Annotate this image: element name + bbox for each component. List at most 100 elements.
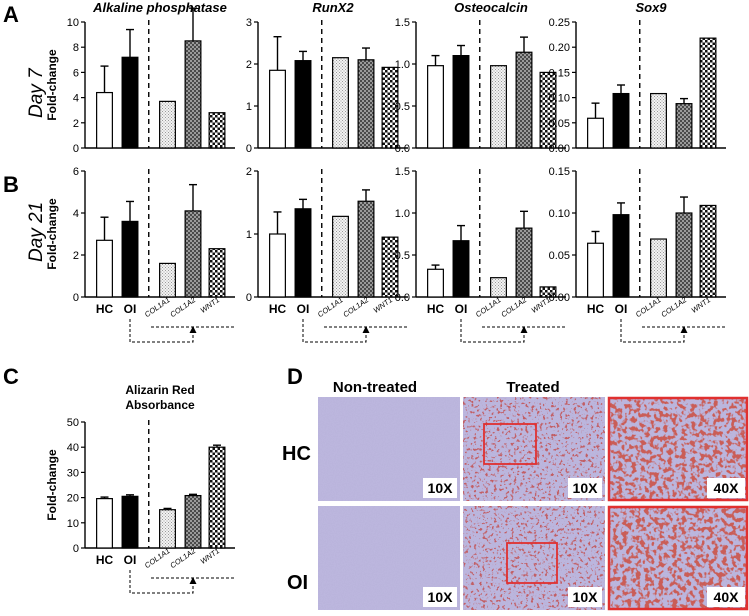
x-label-col1a2: COL1A2	[659, 295, 688, 319]
bar-oi	[121, 220, 139, 298]
y-tick-label: 4	[73, 93, 79, 105]
bar-oi	[612, 214, 630, 298]
y-tick-label: 1.0	[395, 59, 410, 71]
bar-col1a2	[184, 494, 202, 549]
y-tick-label: 6	[73, 67, 79, 79]
bar-wnt1	[208, 446, 226, 549]
bar-hc	[587, 242, 604, 298]
bar-col1a1	[650, 238, 667, 298]
bar-col1a1	[332, 215, 349, 298]
y-tick-label: 2	[73, 118, 79, 130]
y-tick-label: 3	[246, 17, 252, 29]
zoom-frame	[607, 396, 749, 502]
bar-col1a2	[675, 103, 693, 149]
micrograph-hc-nontreated: 10X	[318, 397, 460, 501]
x-label-oi: OI	[297, 302, 310, 316]
x-label-hc: HC	[96, 553, 114, 567]
x-label-oi: OI	[124, 302, 137, 316]
bar-wnt1	[539, 71, 557, 149]
bar-wnt1	[381, 236, 399, 298]
x-label-wnt1: WNT1	[690, 295, 713, 315]
y-tick-label: 0.5	[395, 250, 410, 262]
y-tick-label: 1	[246, 229, 252, 241]
bar-wnt1	[699, 204, 717, 298]
chart-title: RunX2	[312, 0, 354, 15]
arrow-head	[680, 326, 688, 333]
y-tick-label: 0.05	[549, 118, 570, 130]
bar-col1a2	[515, 227, 533, 298]
y-tick-label: 0	[73, 543, 79, 555]
bar-col1a1	[159, 262, 176, 298]
bar-col1a2	[184, 210, 202, 298]
row-label-day7: Day 7	[26, 67, 47, 118]
bar-oi	[121, 495, 139, 549]
bar-col1a2	[184, 40, 202, 149]
bar-wnt1	[208, 112, 226, 149]
y-tick-label: 10	[67, 17, 79, 29]
chart-title: Alkaline phosphatase	[92, 0, 227, 15]
micrograph-oi-40x: 40X	[607, 505, 749, 611]
bar-oi	[452, 240, 470, 298]
y-tick-label: 10	[67, 518, 79, 530]
bar-oi	[294, 60, 312, 149]
y-tick-label: 0.25	[549, 17, 570, 29]
panel-label-a: A	[3, 2, 19, 27]
y-tick-label: 0.0	[395, 292, 410, 304]
magnification-label: 40X	[714, 589, 740, 605]
magnification-label: 10X	[573, 480, 599, 496]
chart-d7-runx2: 0 1 2 3 RunX2	[246, 0, 408, 155]
panel-label-d: D	[287, 364, 303, 389]
y-tick-label: 0.10	[549, 208, 570, 220]
y-tick-label: 1	[246, 101, 252, 113]
magnification-label: 40X	[714, 480, 740, 496]
treatment-bracket	[129, 570, 235, 594]
chart-title: Sox9	[635, 0, 667, 15]
magnification-badge	[707, 478, 745, 498]
bar-oi	[121, 56, 139, 149]
x-label-col1a1: COL1A1	[634, 295, 663, 319]
bar-hc	[96, 91, 113, 149]
row-label-day21: Day 21	[26, 202, 47, 262]
chart-subtitle: Absorbance	[125, 398, 195, 412]
zoom-region-box	[483, 423, 537, 465]
y-axis-label: Fold-change	[45, 198, 59, 270]
magnification-label: 10X	[428, 589, 454, 605]
bar-hc	[427, 65, 444, 149]
panel-label-c: C	[3, 364, 19, 389]
magnification-badge	[423, 478, 457, 498]
x-label-col1a2: COL1A2	[168, 546, 197, 570]
chart-title: Alizarin Red	[125, 383, 194, 397]
chart-d7-sox9: 0.00 0.05 0.10 0.15 0.20 0.25 Sox9	[549, 0, 726, 155]
y-tick-label: 0	[73, 292, 79, 304]
magnification-badge	[568, 478, 602, 498]
magnification-badge	[707, 587, 745, 607]
x-label-col1a1: COL1A1	[143, 295, 172, 319]
bar-oi	[294, 208, 312, 298]
y-tick-label: 0.5	[395, 101, 410, 113]
bar-col1a2	[675, 212, 693, 298]
x-label-oi: OI	[455, 302, 468, 316]
bar-hc	[96, 498, 113, 549]
y-tick-label: 0.05	[549, 250, 570, 262]
y-tick-label: 0	[246, 143, 252, 155]
y-tick-label: 0.00	[549, 292, 570, 304]
y-tick-label: 0.15	[549, 166, 570, 178]
bar-hc	[269, 69, 286, 149]
panel-label-b: B	[3, 172, 19, 197]
x-label-col1a2: COL1A2	[168, 295, 197, 319]
y-tick-label: 1.0	[395, 208, 410, 220]
x-label-hc: HC	[96, 302, 114, 316]
treatment-bracket	[302, 319, 408, 343]
y-tick-label: 2	[73, 250, 79, 262]
x-label-oi: OI	[615, 302, 628, 316]
arrow-head	[362, 326, 370, 333]
y-tick-label: 4	[73, 208, 79, 220]
arrow-head	[189, 326, 197, 333]
micrograph-panel: Non-treated Treated HC OI 10X 10X 40X 10X 10…	[282, 379, 749, 611]
header-non-treated: Non-treated	[333, 379, 417, 396]
bar-col1a1	[159, 100, 176, 149]
y-tick-label: 2	[246, 166, 252, 178]
row-header-hc: HC	[282, 443, 311, 465]
